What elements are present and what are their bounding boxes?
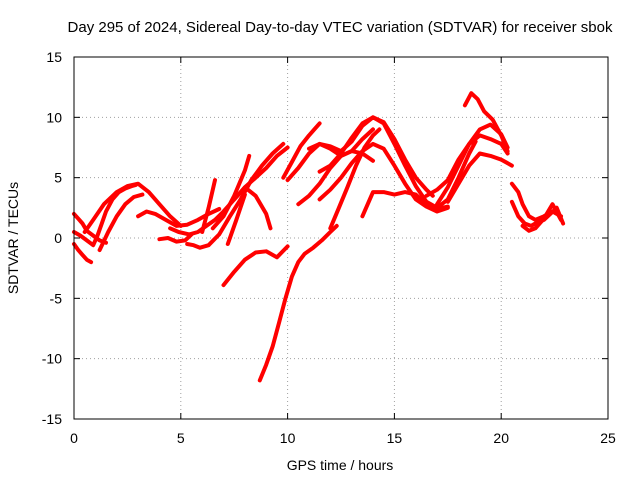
series-line-arc-5 — [97, 192, 145, 253]
series-line-arc-12 — [225, 192, 247, 246]
series-line-arc-11 — [210, 153, 252, 231]
grid — [74, 57, 608, 419]
tick-labels: 0 5 10 15 20 25 -15 -10 -5 0 5 10 15 — [42, 49, 616, 446]
y-tick-label: -5 — [50, 290, 63, 306]
series-line-arc-22 — [317, 141, 450, 214]
y-tick-label: 0 — [54, 230, 62, 246]
chart-title: Day 295 of 2024, Sidereal Day-to-day VTE… — [68, 19, 613, 36]
series-line-arc-17 — [281, 121, 322, 180]
x-tick-label: 25 — [600, 430, 616, 446]
series-line-arc-4 — [82, 181, 183, 234]
series-line-arc-27 — [445, 151, 514, 204]
series-line-arc-10 — [200, 178, 217, 234]
series-line-arc-23 — [360, 190, 450, 219]
x-tick-label: 10 — [280, 430, 296, 446]
y-tick-label: -10 — [42, 351, 62, 367]
series-line-arc-9 — [185, 141, 286, 250]
series-line-arc-8 — [168, 145, 290, 237]
series-line-arc-26 — [462, 91, 510, 154]
y-tick-label: 10 — [46, 109, 62, 125]
y-tick-label: 5 — [54, 170, 62, 186]
series-line-arc-14 — [221, 244, 290, 288]
y-tick-label: 15 — [46, 49, 62, 65]
series-line-arc-3 — [72, 242, 94, 265]
series-line-arc-20 — [317, 115, 478, 210]
x-tick-label: 5 — [177, 430, 185, 446]
y-axis-label: SDTVAR / TECUs — [5, 182, 21, 294]
series-line-arc-16 — [328, 127, 382, 231]
series-line-arc-7 — [157, 232, 194, 244]
ticks — [73, 56, 609, 420]
series-line-arc-15 — [257, 223, 339, 383]
x-tick-label: 20 — [493, 430, 509, 446]
x-tick-label: 0 — [70, 430, 78, 446]
series-line-arc-30 — [520, 202, 563, 233]
series-line-arc-21 — [296, 149, 375, 207]
series-layer — [72, 91, 566, 383]
series-line-arc-13 — [232, 185, 273, 231]
x-axis-label: GPS time / hours — [287, 457, 394, 473]
y-tick-label: -15 — [42, 411, 62, 427]
x-tick-label: 15 — [387, 430, 403, 446]
